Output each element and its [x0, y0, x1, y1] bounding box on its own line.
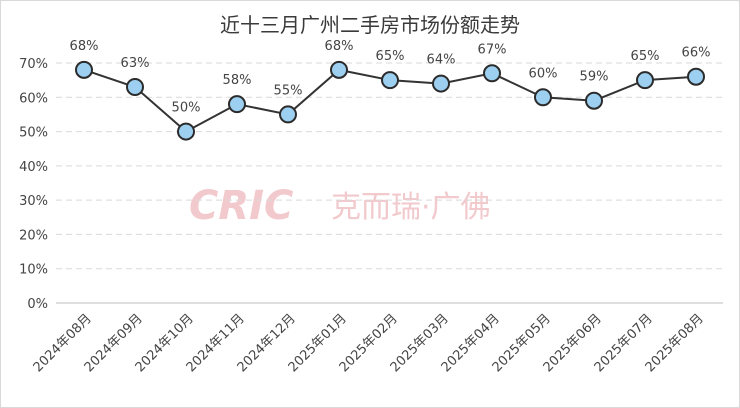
y-tick-label: 50% — [19, 126, 48, 141]
y-tick-label: 0% — [27, 297, 48, 312]
y-tick-label: 60% — [19, 91, 48, 106]
data-label: 58% — [223, 73, 252, 88]
y-tick-label: 70% — [19, 57, 48, 72]
y-tick-label: 40% — [19, 160, 48, 175]
y-tick-label: 30% — [19, 194, 48, 209]
y-axis: 0% 10% 20% 30% 40% 50% 60% 70% — [19, 57, 48, 312]
data-point — [534, 88, 552, 107]
data-point — [330, 60, 348, 79]
watermark-text: 克而瑞·广佛 — [331, 190, 491, 225]
data-label: 50% — [172, 101, 201, 116]
data-point — [687, 67, 705, 86]
data-label: 55% — [274, 83, 303, 98]
watermark: CRIC 克而瑞·广佛 — [189, 183, 491, 229]
data-label: 60% — [529, 66, 558, 81]
data-point — [228, 95, 246, 114]
data-label: 64% — [427, 53, 456, 68]
data-label: 67% — [478, 42, 507, 57]
data-point — [381, 71, 399, 90]
watermark-logo: CRIC — [189, 183, 293, 229]
data-label: 66% — [682, 46, 711, 61]
data-point — [483, 64, 501, 83]
chart-title: 近十三月广州二手房市场份额走势 — [220, 13, 520, 37]
data-point — [126, 78, 144, 96]
data-labels: 68% 63% 50% 58% 55% 68% 65% 64% 67% 60% 59% 65% 66% — [70, 39, 711, 116]
data-label: 65% — [376, 49, 405, 64]
data-label: 63% — [121, 56, 150, 71]
data-point — [636, 71, 654, 90]
data-label: 68% — [70, 39, 99, 54]
y-tick-label: 10% — [19, 263, 48, 278]
data-point — [279, 105, 297, 124]
data-point — [585, 91, 603, 110]
x-axis: 2024年08月2024年09月2024年10月2024年11月2024年12月… — [31, 311, 707, 375]
data-label: 59% — [580, 70, 609, 85]
data-point — [75, 60, 93, 79]
series-line — [75, 60, 705, 141]
y-tick-label: 20% — [19, 228, 48, 243]
gridlines — [56, 62, 723, 304]
data-point — [177, 122, 195, 141]
data-label: 68% — [325, 39, 354, 54]
data-label: 65% — [631, 49, 660, 64]
data-point — [432, 74, 450, 93]
